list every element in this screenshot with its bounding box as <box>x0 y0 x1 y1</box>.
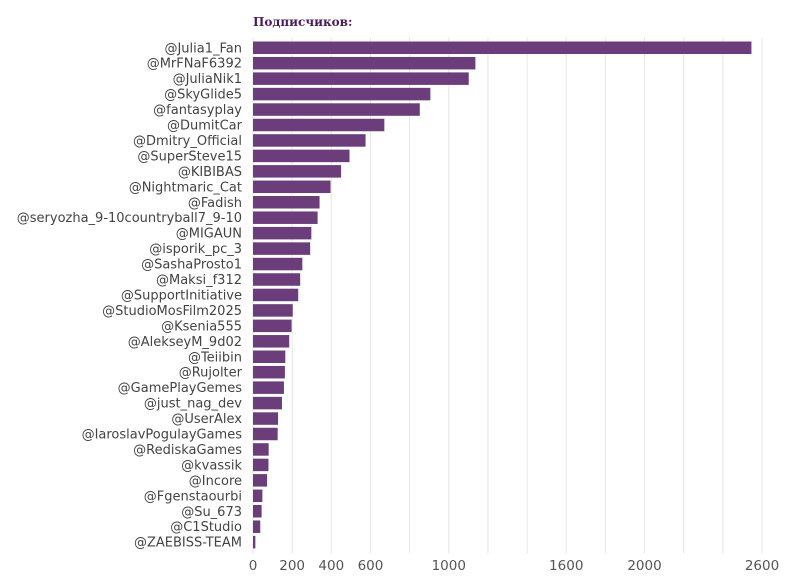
bar-8 <box>253 165 342 178</box>
bar-31 <box>253 520 261 533</box>
bar-24 <box>253 412 279 425</box>
bar-16 <box>253 288 299 302</box>
bar-9 <box>253 180 331 194</box>
category-label-0: @Julia1_Fan <box>164 41 242 56</box>
x-tick-label-0: 0 <box>249 558 258 574</box>
bar-0 <box>253 41 752 54</box>
category-label-14: @SashaProsto1 <box>141 258 242 273</box>
category-label-18: @Ksenia555 <box>161 319 242 334</box>
bar-1 <box>253 56 476 70</box>
x-tick-label-1: 200 <box>279 558 305 574</box>
category-label-25: @IaroslavPogulayGames <box>82 428 243 443</box>
bar-14 <box>253 257 303 271</box>
category-label-13: @isporik_pc_3 <box>149 242 242 257</box>
bar-30 <box>253 505 262 518</box>
x-tick-label-2: 400 <box>318 558 344 574</box>
category-label-1: @MrFNaF6392 <box>147 57 242 72</box>
bar-2 <box>253 72 469 85</box>
category-label-31: @C1Studio <box>170 520 242 535</box>
category-label-17: @StudioMosFilm2025 <box>102 304 242 319</box>
bar-23 <box>253 396 282 410</box>
category-label-21: @Rujolter <box>179 366 243 381</box>
bar-17 <box>253 304 293 317</box>
category-label-6: @Dmitry_Official <box>133 134 242 149</box>
category-labels: @Julia1_Fan@MrFNaF6392@JuliaNik1@SkyGlid… <box>17 41 243 550</box>
chart-title: Подписчиков: <box>253 15 352 29</box>
category-label-32: @ZAEBISS-TEAM <box>134 536 242 551</box>
bar-4 <box>253 103 420 116</box>
category-label-28: @Incore <box>189 474 242 489</box>
bar-11 <box>253 211 318 224</box>
category-label-27: @kvassik <box>181 458 242 473</box>
bar-3 <box>253 87 431 101</box>
bar-32 <box>253 535 256 549</box>
category-label-30: @Su_673 <box>181 505 242 520</box>
category-label-2: @JuliaNik1 <box>173 72 242 87</box>
x-tick-label-6: 2000 <box>627 558 661 574</box>
category-label-16: @SupportInitiative <box>121 288 242 303</box>
bar-20 <box>253 350 286 363</box>
x-tick-label-4: 1000 <box>432 558 466 574</box>
category-label-19: @AlekseyM_9d02 <box>128 335 242 350</box>
category-label-3: @SkyGlide5 <box>164 88 242 103</box>
bar-26 <box>253 443 269 456</box>
category-label-22: @GamePlayGemes <box>118 381 243 396</box>
category-label-7: @SuperSteve15 <box>137 149 242 164</box>
category-label-20: @Teiibin <box>188 350 242 365</box>
x-tick-label-7: 2600 <box>745 558 779 574</box>
category-label-5: @DumitCar <box>167 119 243 134</box>
category-label-11: @seryozha_9-10countryball7_9-10 <box>17 211 242 226</box>
category-label-4: @fantasyplay <box>153 103 242 118</box>
bar-6 <box>253 134 366 147</box>
bar-15 <box>253 273 301 286</box>
bar-12 <box>253 226 312 240</box>
bar-5 <box>253 118 385 132</box>
bar-22 <box>253 381 284 394</box>
category-label-8: @KIBIBAS <box>178 165 242 180</box>
category-label-12: @MIGAUN <box>176 227 242 242</box>
bar-29 <box>253 489 263 503</box>
bar-18 <box>253 319 292 333</box>
x-tick-label-3: 600 <box>358 558 384 574</box>
x-tick-label-5: 1600 <box>549 558 583 574</box>
grid-lines <box>252 37 763 554</box>
x-tick-labels: 0 200 400 600 1000 1600 2000 2600 <box>249 558 779 574</box>
bars <box>253 41 752 549</box>
bar-7 <box>253 149 350 163</box>
bar-25 <box>253 427 278 441</box>
bar-21 <box>253 365 285 379</box>
bar-19 <box>253 335 290 348</box>
category-label-15: @Maksi_f312 <box>156 273 242 288</box>
category-label-24: @UserAlex <box>171 412 242 427</box>
category-label-23: @just_nag_dev <box>144 397 242 412</box>
bar-27 <box>253 458 269 472</box>
category-label-9: @Nightmaric_Cat <box>129 180 242 195</box>
bar-10 <box>253 196 320 209</box>
bar-28 <box>253 474 268 487</box>
bar-13 <box>253 242 311 255</box>
category-label-26: @RediskaGames <box>133 443 242 458</box>
category-label-29: @Fgenstaourbi <box>144 489 242 504</box>
category-label-10: @Fadish <box>188 196 242 211</box>
